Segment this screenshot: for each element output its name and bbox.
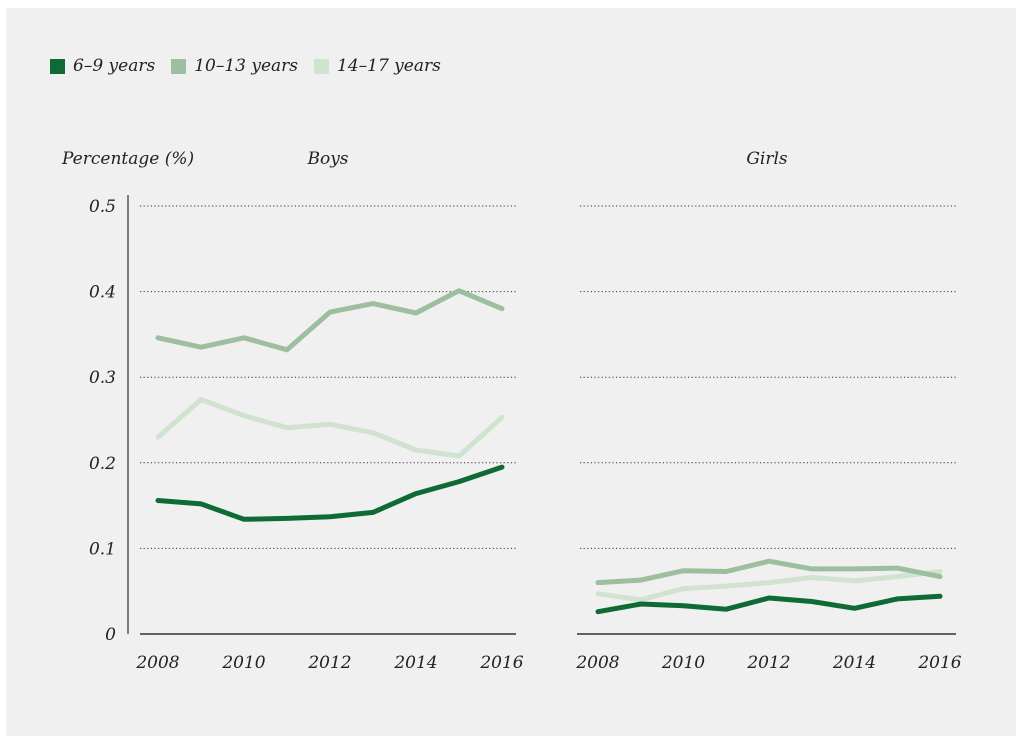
- y-tick-label: 0: [105, 625, 116, 645]
- series-line-14-17-years: [595, 569, 943, 603]
- boys-plot: 0 0.1 0.2 0.3 0.4 0.5 2008 2010 2012 2014 2016: [89, 195, 524, 673]
- y-tick-label: 0.4: [89, 283, 116, 303]
- chart-panel: [6, 8, 1016, 736]
- y-tick-label: 0.2: [89, 454, 116, 474]
- y-tick-label: 0.1: [89, 539, 116, 559]
- series-line-10-13-years: [595, 558, 943, 586]
- legend-item-14-17-years: 14–17 years: [314, 56, 441, 76]
- x-tick-label: 2008: [135, 653, 179, 673]
- x-tick-label: 2010: [661, 653, 705, 673]
- y-axis-label: Percentage (%): [61, 149, 194, 169]
- legend-swatch: [50, 58, 65, 74]
- legend-swatch: [314, 58, 330, 74]
- legend-item-10-13-years: 10–13 years: [171, 56, 298, 76]
- girls-plot: 2008 2010 2012 2014 2016: [575, 205, 962, 673]
- legend-item-6-9-years: 6–9 years: [50, 56, 155, 76]
- legend-label: 14–17 years: [337, 56, 441, 76]
- boys-chart-title: Boys: [306, 149, 348, 169]
- x-tick-label: 2010: [221, 653, 265, 673]
- girls-chart-title: Girls: [746, 149, 788, 169]
- series-line-6-9-years: [595, 593, 943, 615]
- x-tick-label: 2014: [393, 653, 437, 673]
- legend-label: 10–13 years: [194, 56, 299, 76]
- x-tick-label: 2016: [917, 653, 961, 673]
- legend-label: 6–9 years: [73, 56, 156, 76]
- series-line-6-9-years: [155, 464, 505, 522]
- legend: 6–9 years 10–13 years 14–17 years: [50, 56, 457, 76]
- x-tick-label: 2016: [479, 653, 523, 673]
- x-tick-label: 2012: [746, 653, 790, 673]
- y-tick-label: 0.5: [89, 197, 116, 217]
- legend-swatch: [171, 58, 187, 74]
- series-line-10-13-years: [155, 288, 505, 353]
- x-tick-label: 2014: [832, 653, 876, 673]
- y-tick-label: 0.3: [89, 368, 116, 388]
- x-tick-label: 2008: [575, 653, 619, 673]
- series-line-14-17-years: [155, 397, 505, 459]
- x-tick-label: 2012: [307, 653, 351, 673]
